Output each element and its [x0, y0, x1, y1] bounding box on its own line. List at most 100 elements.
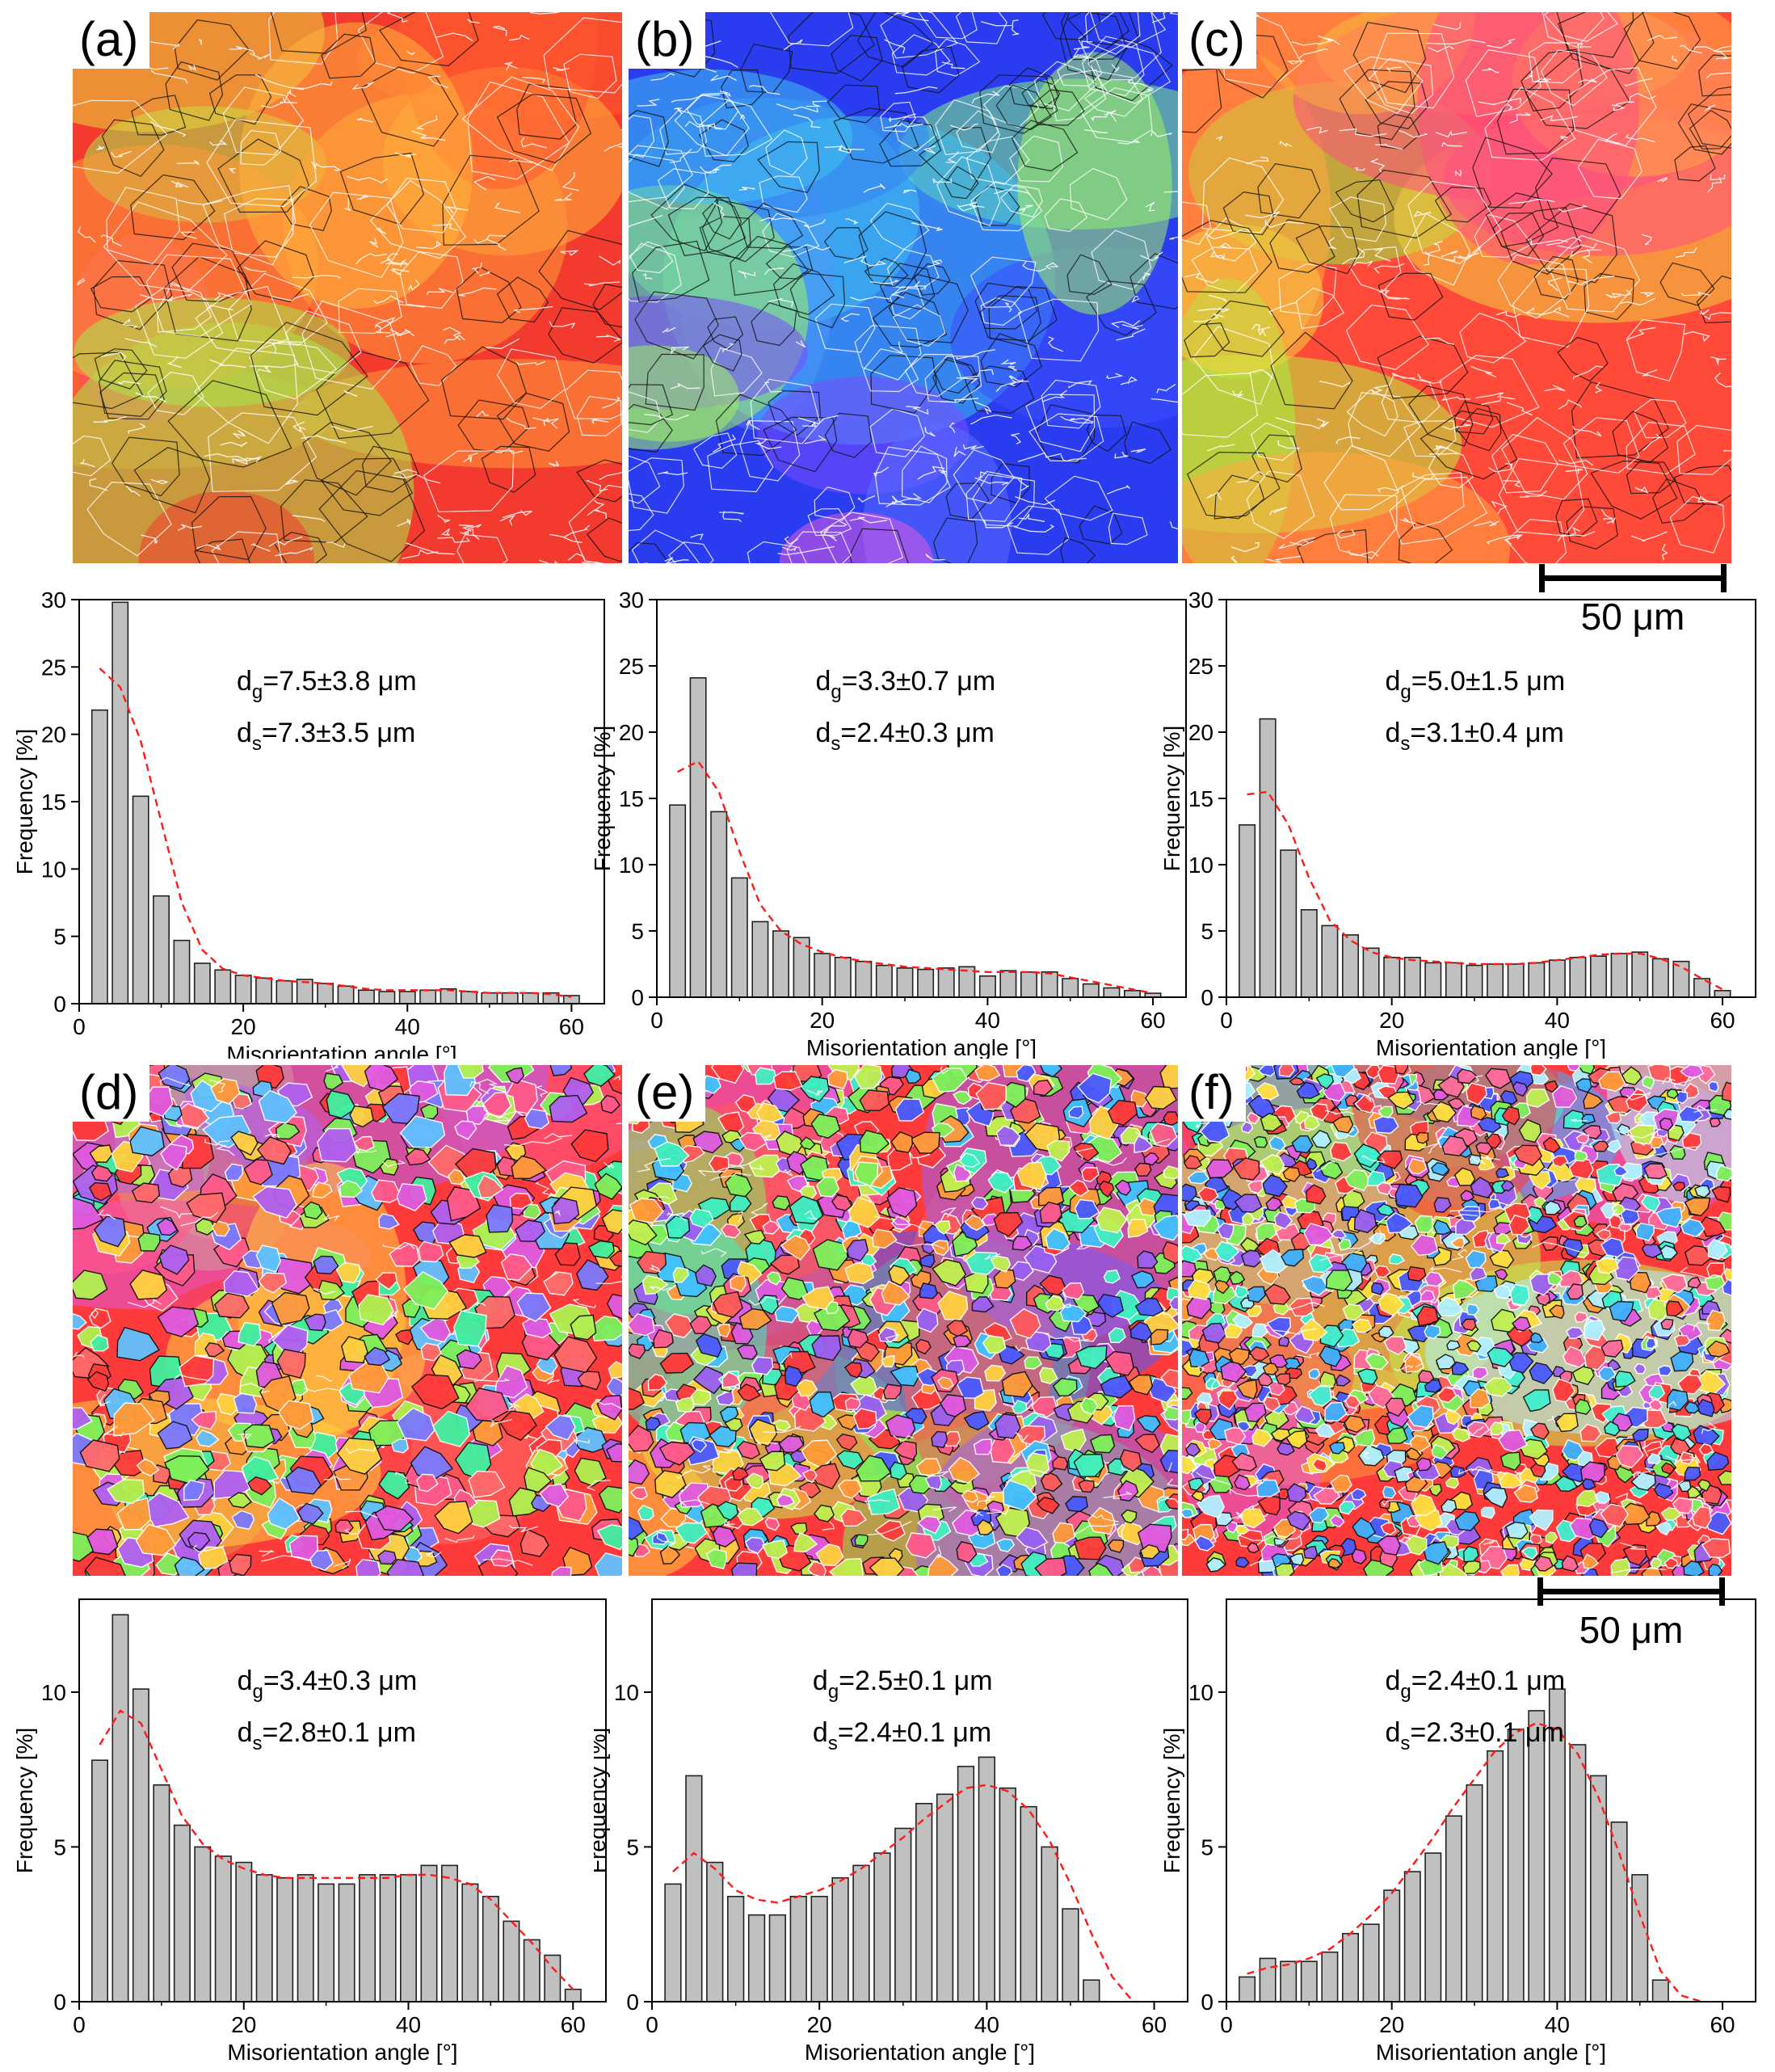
x-axis-label: Misorientation angle [°] [1376, 2040, 1606, 2065]
histogram-bar [339, 1884, 354, 2002]
histogram-bar [1041, 1847, 1058, 2003]
grain [1670, 1146, 1685, 1160]
histogram-bar [1405, 1872, 1420, 2002]
grain [342, 1337, 368, 1362]
grain [525, 1109, 549, 1128]
histogram-bar [1281, 850, 1296, 997]
histogram-bar [1322, 1952, 1337, 2002]
histogram-bar [1714, 991, 1730, 997]
histogram-bar [1632, 1875, 1647, 2002]
histogram-bar [318, 1884, 334, 2002]
grain [1075, 1537, 1106, 1560]
histogram-bar [154, 896, 169, 1004]
histogram-bar [1487, 964, 1503, 997]
y-axis-label: Frequency [%] [12, 729, 37, 875]
orientation-map-svg [629, 1065, 1178, 1576]
histogram-bar [1466, 1785, 1482, 2002]
histogram-bar [421, 1865, 436, 2002]
y-tick-label: 25 [619, 654, 644, 679]
histogram-bar [979, 1757, 995, 2002]
y-tick-label: 20 [619, 720, 644, 745]
histogram-bar [482, 993, 497, 1004]
grain [1415, 1216, 1433, 1233]
histogram-bar [257, 1875, 272, 2002]
y-tick-label: 5 [631, 919, 644, 944]
histogram-bar [1041, 972, 1057, 997]
ebsd-map-f: (f) [1182, 1065, 1731, 1576]
histogram-bar [175, 1826, 190, 2002]
x-tick-label: 60 [1710, 1008, 1735, 1033]
fit-curve [678, 761, 1154, 993]
grain [486, 1205, 512, 1232]
grain [1506, 1522, 1528, 1539]
histogram-bar [670, 805, 685, 997]
histogram-bar [918, 970, 933, 997]
x-axis-label: Misorientation angle [°] [226, 1042, 456, 1059]
subgrain-size-annotation: ds=2.4±0.1 μm [813, 1717, 991, 1754]
histogram-bar [1363, 948, 1378, 997]
grain-size-annotation: dg=7.5±3.8 μm [237, 666, 417, 703]
y-tick-label: 0 [1201, 1990, 1213, 2015]
grain [1416, 1133, 1428, 1143]
histogram-bar [174, 941, 189, 1004]
histogram-bar [835, 958, 851, 997]
histogram-bar [523, 993, 538, 1004]
histogram-bar [916, 1804, 932, 2002]
histogram-bar [1125, 991, 1140, 997]
histogram-bar [379, 992, 394, 1004]
y-tick-label: 10 [41, 1680, 66, 1705]
x-tick-label: 60 [1710, 2012, 1735, 2037]
histogram-bar [215, 970, 230, 1004]
grain [1709, 1081, 1718, 1091]
histogram-bar [1673, 962, 1689, 997]
grain [854, 1409, 877, 1429]
y-axis-label: Frequency [%] [1163, 1728, 1184, 1874]
histogram-bar [92, 710, 107, 1004]
grain [1611, 1559, 1630, 1576]
grain [1685, 1468, 1700, 1480]
grain-size-annotation: dg=3.3±0.7 μm [816, 666, 996, 703]
grain-size-annotation: dg=3.4±0.3 μm [238, 1666, 418, 1703]
y-tick-label: 5 [626, 1834, 639, 1859]
histogram-bar [256, 978, 271, 1004]
y-tick-label: 15 [1188, 786, 1213, 811]
scale-bar-tick-left [1539, 564, 1545, 592]
grain [1277, 1442, 1294, 1455]
y-tick-label: 30 [1188, 590, 1213, 613]
histogram-bar [1083, 1980, 1100, 2002]
y-tick-label: 30 [41, 590, 66, 613]
grain [1634, 1364, 1646, 1374]
histogram-bar [1260, 1958, 1275, 2002]
histogram-bar [1446, 1816, 1462, 2002]
x-tick-label: 20 [807, 2012, 832, 2037]
x-tick-label: 0 [73, 1014, 86, 1039]
grain [732, 1563, 757, 1576]
grain-size-annotation: dg=5.0±1.5 μm [1386, 666, 1566, 703]
scale-bar-tick-right [1721, 564, 1727, 592]
histogram-bar [1653, 958, 1668, 997]
y-axis-label: Frequency [%] [12, 1728, 37, 1874]
y-tick-label: 25 [41, 655, 66, 680]
histogram-bar [1239, 825, 1255, 997]
histogram-bar [1487, 1751, 1503, 2002]
x-tick-label: 20 [810, 1008, 835, 1033]
histogram-bar [895, 1829, 911, 2003]
x-tick-label: 20 [231, 2012, 256, 2037]
histogram-bar [1343, 1934, 1358, 2002]
histogram-bar [195, 1847, 210, 2003]
histogram-bar [359, 990, 374, 1004]
y-tick-label: 5 [1201, 1834, 1213, 1859]
panel-label-d: (d) [73, 1065, 149, 1122]
histogram-bar [1632, 952, 1647, 997]
grain [1511, 1285, 1529, 1306]
grain [1582, 1114, 1595, 1123]
subgrain-size-annotation: ds=2.4±0.3 μm [816, 718, 995, 755]
histogram-bar [318, 983, 333, 1004]
y-axis-label: Frequency [%] [594, 726, 615, 872]
histogram-bar [1611, 1822, 1626, 2002]
histogram-bar [380, 1875, 395, 2002]
